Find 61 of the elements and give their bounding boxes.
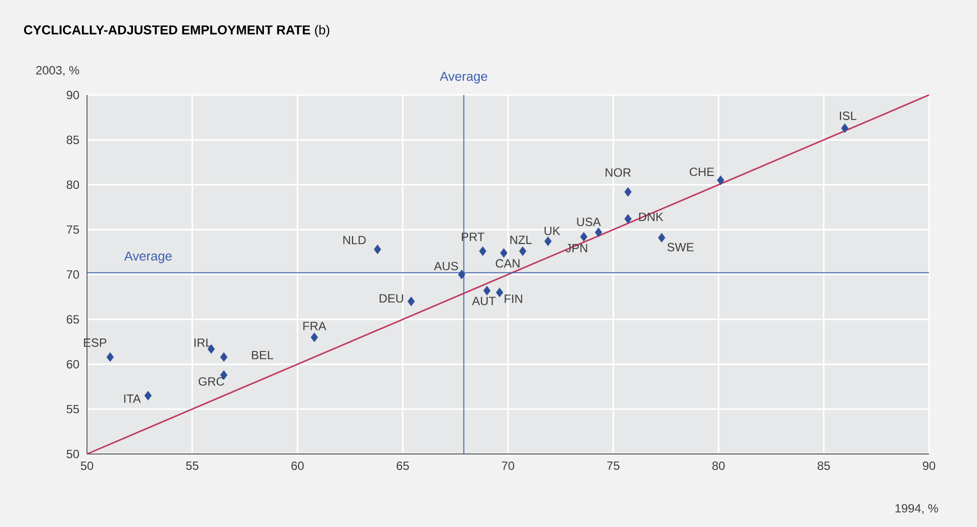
x-tick-label: 90 xyxy=(922,462,936,470)
y-tick-label: 60 xyxy=(66,360,80,368)
annotation: AUT xyxy=(472,296,496,306)
x-tick-label: 80 xyxy=(712,462,725,470)
point xyxy=(841,123,848,133)
x-tick-label: 85 xyxy=(818,462,830,470)
point xyxy=(624,187,632,197)
chart-title: CYCLICALLY-ADJUSTED EMPLOYMENT RATE (b) xyxy=(24,24,330,38)
y-tick-label: 65 xyxy=(66,315,79,324)
point xyxy=(544,236,552,246)
annotation: CHE xyxy=(690,168,714,176)
ref-line-label: Average xyxy=(124,252,172,264)
point xyxy=(310,332,318,342)
x-tick-label: 60 xyxy=(291,462,304,470)
x-tick-label: 70 xyxy=(502,462,514,470)
x-tick-label: 75 xyxy=(607,462,620,470)
x-tick-label: 55 xyxy=(186,462,198,470)
annotation: CAN xyxy=(496,259,520,268)
y-axis-title: 2003, % xyxy=(36,66,80,76)
point xyxy=(106,352,114,362)
y-tick-label: 50 xyxy=(66,450,80,458)
x-tick-label: 50 xyxy=(80,462,94,470)
point xyxy=(483,286,491,296)
point xyxy=(220,352,228,362)
annotation: ITA xyxy=(124,394,141,403)
annotation: USA xyxy=(577,218,601,226)
annotation: SWE xyxy=(667,242,694,252)
point xyxy=(658,232,666,242)
point xyxy=(408,296,415,306)
y-tick-label: 90 xyxy=(66,90,80,100)
annotation: NZL xyxy=(510,236,532,244)
annotation: BEL xyxy=(252,350,274,360)
y-tick-label: 75 xyxy=(66,225,79,234)
point xyxy=(458,270,466,280)
annotation: DEU xyxy=(380,294,404,303)
annotation: NLD xyxy=(343,236,366,244)
y-tick-label: 55 xyxy=(66,404,79,414)
annotation: IRL xyxy=(194,338,212,347)
point xyxy=(519,246,526,256)
point xyxy=(479,246,486,256)
point xyxy=(594,228,602,238)
annotation: FRA xyxy=(303,322,326,330)
point xyxy=(374,244,382,254)
x-tick-label: 65 xyxy=(396,462,409,470)
annotation: NOR xyxy=(606,168,631,177)
annotation: FIN xyxy=(504,294,522,303)
annotation: UK xyxy=(544,226,560,236)
annotation: AUS xyxy=(434,262,458,270)
x-axis-title: 1994, % xyxy=(896,504,938,514)
y-tick-label: 80 xyxy=(66,180,80,189)
point xyxy=(496,288,504,298)
annotation: ISL xyxy=(840,112,856,120)
point xyxy=(144,390,152,400)
y-tick-label: 85 xyxy=(66,136,79,144)
ref-line-label: Average xyxy=(440,72,488,84)
annotation: GRC xyxy=(198,377,224,386)
point xyxy=(500,248,508,258)
point xyxy=(580,232,588,242)
point xyxy=(624,214,632,224)
y-tick-label: 70 xyxy=(66,270,80,279)
point xyxy=(716,175,724,186)
